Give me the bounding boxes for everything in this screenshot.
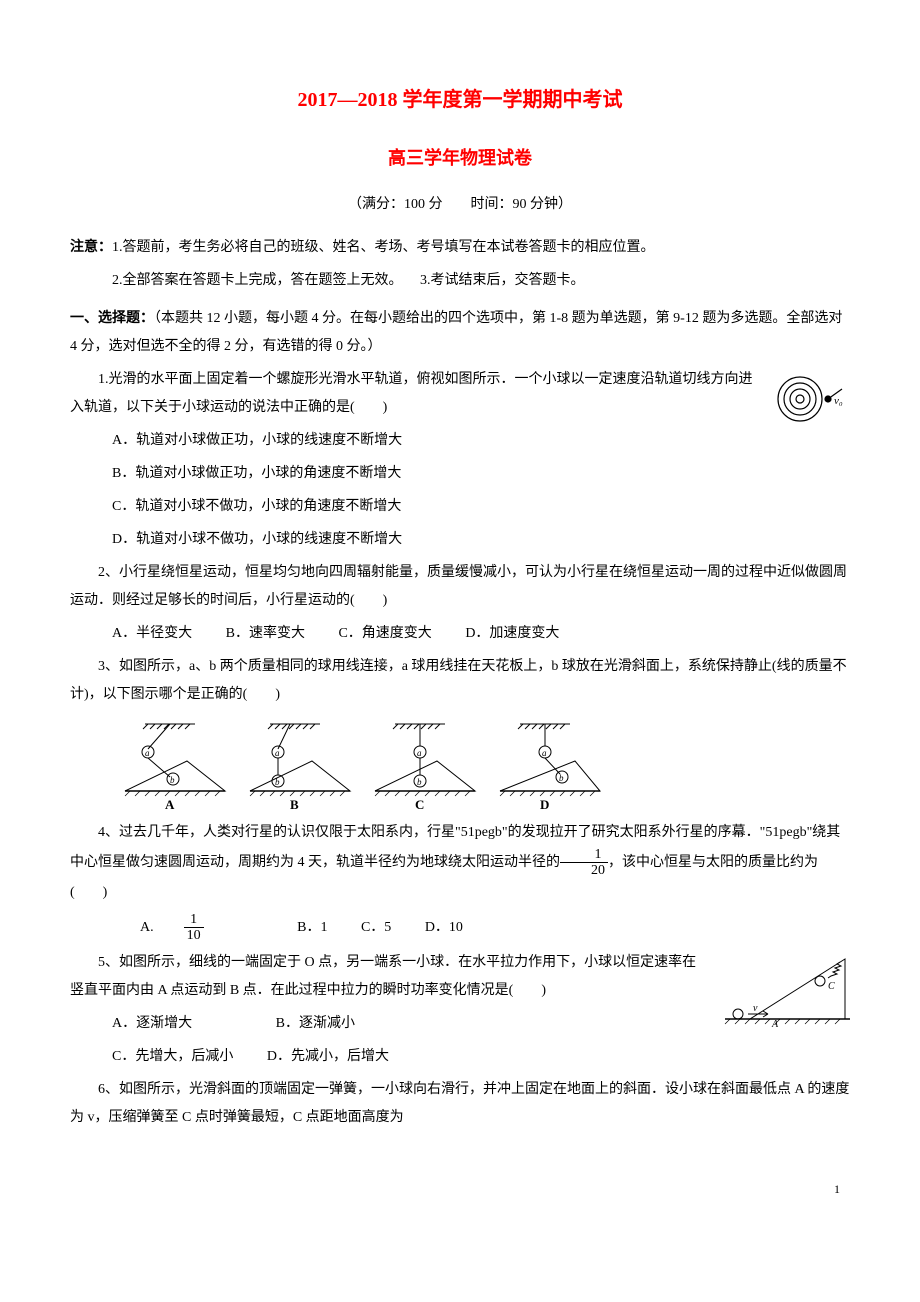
q4-text: 4、过去几千年，人类对行星的认识仅限于太阳系内，行星"51pegb"的发现拉开了…: [70, 819, 850, 907]
q1-opt-c: C．轨道对小球不做功，小球的角速度不断增大: [70, 493, 850, 521]
notice-line1: 注意：1.答题前，考生务必将自己的班级、姓名、考场、考号填写在本试卷答题卡的相应…: [70, 234, 850, 262]
notice-line2: 2.全部答案在答题卡上完成，答在题签上无效。 3.考试结束后，交答题卡。: [70, 267, 850, 295]
q2-opt-c: C．角速度变大: [338, 626, 431, 641]
page-number: 1: [70, 1177, 850, 1201]
q1-opt-b: B．轨道对小球做正功，小球的角速度不断增大: [70, 460, 850, 488]
section1-rest: （本题共 12 小题，每小题 4 分。在每小题给出的四个选项中，第 1-8 题为…: [70, 311, 842, 354]
q4-frac1: 120: [560, 847, 608, 879]
svg-text:A: A: [165, 797, 175, 812]
q4-frac1-num: 1: [560, 847, 608, 863]
q4-opt-a: A.110: [140, 920, 264, 935]
q5-opt-c: C．先增大，后减小: [112, 1049, 233, 1064]
svg-text:a: a: [275, 748, 280, 758]
q2-opt-d: D．加速度变大: [465, 626, 559, 641]
svg-text:C: C: [415, 797, 424, 812]
q4-opt-c: C．5: [361, 920, 391, 935]
svg-text:b: b: [417, 777, 422, 787]
page-title-main: 2017—2018 学年度第一学期期中考试: [70, 80, 850, 120]
q2-options: A．半径变大 B．速率变大 C．角速度变大 D．加速度变大: [70, 620, 850, 648]
q2-text: 2、小行星绕恒星运动，恒星均匀地向四周辐射能量，质量缓慢减小，可认为小行星在绕恒…: [70, 559, 850, 615]
svg-text:b: b: [559, 773, 564, 783]
svg-text:a: a: [145, 748, 150, 758]
q2-opt-b: B．速率变大: [226, 626, 305, 641]
q5-options-row2: C．先增大，后减小 D．先减小，后增大: [70, 1043, 850, 1071]
q2-opt-a: A．半径变大: [112, 626, 192, 641]
q5-opt-b: B．逐渐减小: [276, 1016, 355, 1031]
q5-opt-d: D．先减小，后增大: [267, 1049, 389, 1064]
q1-text: 1.光滑的水平面上固定着一个螺旋形光滑水平轨道，俯视如图所示．一个小球以一定速度…: [70, 366, 850, 422]
svg-text:D: D: [540, 797, 549, 812]
svg-text:b: b: [170, 775, 175, 785]
q5-text: 5、如图所示，细线的一端固定于 O 点，另一端系一小球．在水平拉力作用下，小球以…: [70, 949, 850, 1005]
section1-header: 一、选择题：（本题共 12 小题，每小题 4 分。在每小题给出的四个选项中，第 …: [70, 305, 850, 361]
svg-text:a: a: [542, 748, 547, 758]
exam-meta: （满分：100 分 时间：90 分钟）: [70, 191, 850, 219]
q4-options: A.110 B．1 C．5 D．10: [70, 912, 850, 944]
svg-text:A: A: [771, 1019, 779, 1029]
q1-opt-d: D．轨道对小球不做功，小球的线速度不断增大: [70, 526, 850, 554]
q5-opt-a: A．逐渐增大: [112, 1016, 192, 1031]
q3-text: 3、如图所示，a、b 两个质量相同的球用线连接，a 球用线挂在天花板上，b 球放…: [70, 653, 850, 709]
page-title-sub: 高三学年物理试卷: [70, 140, 850, 176]
notice-label: 注意：: [70, 240, 112, 255]
q3-diagrams: a b A a b B: [115, 719, 850, 814]
section1-bold: 一、选择题：: [70, 311, 154, 326]
svg-text:B: B: [290, 797, 299, 812]
q4-opt-b: B．1: [297, 920, 327, 935]
q1-opt-a: A．轨道对小球做正功，小球的线速度不断增大: [70, 427, 850, 455]
q6-text: 6、如图所示，光滑斜面的顶端固定一弹簧，一小球向右滑行，并冲上固定在地面上的斜面…: [70, 1076, 850, 1132]
notice-text1: 1.答题前，考生务必将自己的班级、姓名、考场、考号填写在本试卷答题卡的相应位置。: [112, 240, 655, 255]
svg-text:a: a: [417, 748, 422, 758]
q4-frac1-den: 20: [560, 863, 608, 878]
q4-opt-d: D．10: [425, 920, 463, 935]
q3-figure-svg: a b A a b B: [115, 719, 615, 814]
